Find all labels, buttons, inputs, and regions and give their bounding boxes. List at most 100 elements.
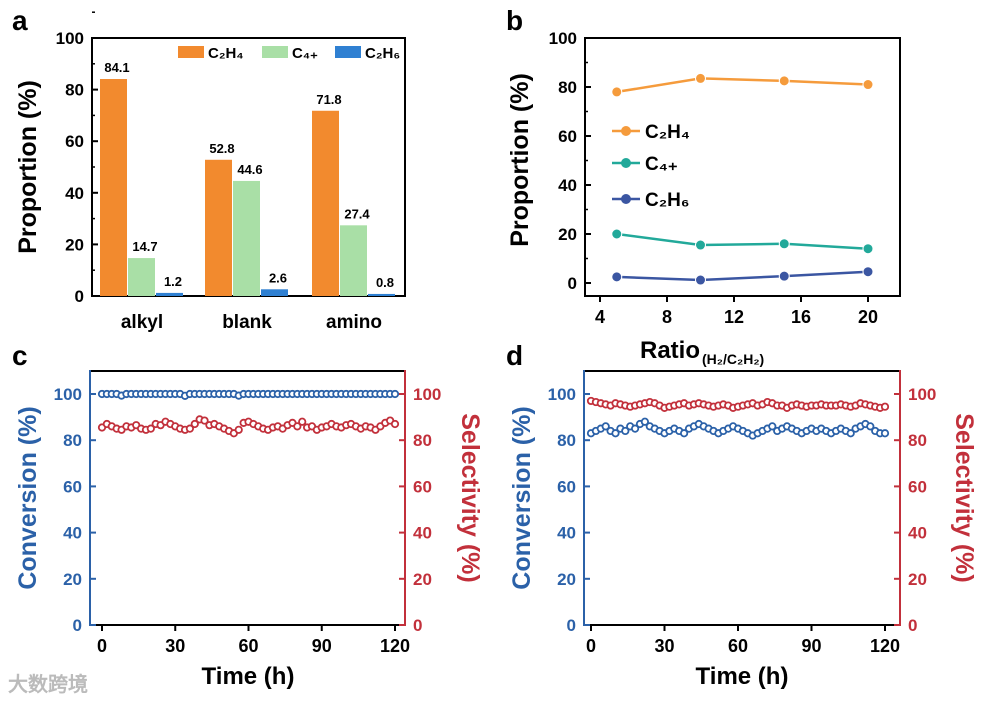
y-tick-label: 0 (75, 287, 84, 306)
y-tick-label: 100 (56, 29, 84, 48)
data-point (640, 417, 650, 426)
x-tick-label: blank (222, 312, 272, 333)
right-y-tick-label: 20 (413, 570, 432, 589)
x-axis-label: Ratio (640, 337, 700, 364)
y-tick-label: 0 (568, 274, 577, 293)
data-point (862, 79, 874, 91)
right-y-tick-label: 60 (908, 477, 927, 496)
data-point (293, 422, 302, 431)
bar-value-label: 27.4 (344, 206, 370, 221)
series-line-2 (616, 270, 869, 282)
data-point (611, 429, 620, 438)
panel-label-a: a (12, 5, 28, 36)
right-y-axis-label: Selectivity (%) (456, 413, 484, 583)
x-tick-label: 90 (312, 636, 332, 656)
bar-alkyl-2 (156, 292, 183, 296)
bar-amino-2 (368, 293, 395, 296)
left-y-tick-label: 60 (63, 477, 82, 496)
data-point (866, 422, 875, 431)
x-tick-label: 0 (586, 636, 596, 656)
bar-value-label: 0.8 (376, 275, 394, 290)
data-point (778, 75, 790, 87)
data-point (298, 417, 307, 426)
bar-value-label: 52.8 (209, 141, 234, 156)
bar-blank-1 (233, 180, 260, 296)
x-tick-label: 120 (870, 636, 900, 656)
data-point (611, 86, 623, 98)
right-y-tick-label: 40 (908, 524, 927, 543)
data-point (778, 270, 790, 282)
data-point (778, 238, 790, 250)
left-y-axis-label: Conversion (%) (14, 406, 42, 589)
data-point (146, 424, 155, 433)
data-point (611, 271, 623, 283)
data-point (200, 416, 209, 425)
series-conversion (97, 389, 400, 400)
left-y-tick-label: 0 (73, 616, 82, 635)
legend-label: C₂H₄ (208, 45, 243, 62)
data-point (234, 425, 243, 434)
data-point (768, 422, 777, 431)
legend-marker (621, 194, 631, 204)
data-point (185, 424, 194, 433)
y-tick-label: 100 (549, 29, 577, 48)
series-line-0 (616, 77, 869, 94)
series-selectivity (586, 396, 890, 412)
right-y-tick-label: 100 (413, 385, 441, 404)
data-point (880, 429, 890, 438)
bar-blank-2 (261, 289, 288, 296)
y-axis-label: Proportion (%) (506, 73, 534, 247)
panel-label-d: d (506, 340, 523, 371)
x-tick-label: alkyl (121, 312, 163, 333)
bar-value-label: 44.6 (237, 162, 262, 177)
data-point (695, 72, 706, 84)
right-y-tick-label: 0 (413, 616, 422, 635)
x-tick-label: 30 (165, 636, 185, 656)
data-point (695, 274, 706, 286)
watermark: 大数跨境 (8, 672, 88, 696)
bar-value-label: 84.1 (104, 60, 129, 75)
left-y-tick-label: 80 (557, 431, 576, 450)
legend-swatch (262, 46, 288, 58)
series-line-1 (616, 232, 869, 250)
panel-label-b: b (506, 5, 523, 36)
y-tick-label: 20 (65, 235, 84, 254)
right-y-tick-label: 100 (908, 385, 936, 404)
right-y-tick-label: 60 (413, 477, 432, 496)
x-axis-label-subscript: (H₂/C₂H₂) (702, 351, 764, 367)
legend-label: C₂H₆ (365, 45, 400, 62)
y-tick-label: 80 (65, 81, 84, 100)
left-y-tick-label: 40 (557, 524, 576, 543)
y-axis-label: Proportion (%) (14, 80, 42, 254)
x-tick-label: 90 (801, 636, 821, 656)
legend-label: C₄₊ (292, 45, 318, 62)
left-y-tick-label: 20 (557, 570, 576, 589)
legend-label: C₂H₄ (645, 122, 690, 143)
legend-marker (621, 158, 631, 168)
legend-swatch (335, 46, 361, 58)
left-y-tick-label: 100 (548, 385, 576, 404)
left-y-tick-label: 0 (567, 616, 576, 635)
data-point (630, 424, 640, 433)
data-point (190, 419, 199, 429)
data-point (621, 426, 630, 436)
y-tick-label: 60 (558, 127, 577, 146)
left-y-tick-label: 60 (557, 477, 576, 496)
series-conversion (586, 417, 890, 440)
x-tick-label: 60 (238, 636, 258, 656)
left-y-tick-label: 80 (63, 431, 82, 450)
data-point (862, 243, 874, 255)
data-point (862, 266, 874, 278)
legend-marker (621, 126, 631, 136)
x-tick-label: 4 (595, 307, 605, 327)
y-tick-label: 40 (65, 184, 84, 203)
left-y-tick-label: 40 (63, 524, 82, 543)
bar-value-label: 71.8 (316, 92, 341, 107)
right-y-tick-label: 80 (413, 431, 432, 450)
bar-value-label: 14.7 (132, 239, 157, 254)
right-y-tick-label: 80 (908, 431, 927, 450)
bar-alkyl-0 (100, 79, 127, 296)
x-tick-label: 60 (728, 636, 748, 656)
x-axis-label: Time (h) (202, 663, 295, 690)
